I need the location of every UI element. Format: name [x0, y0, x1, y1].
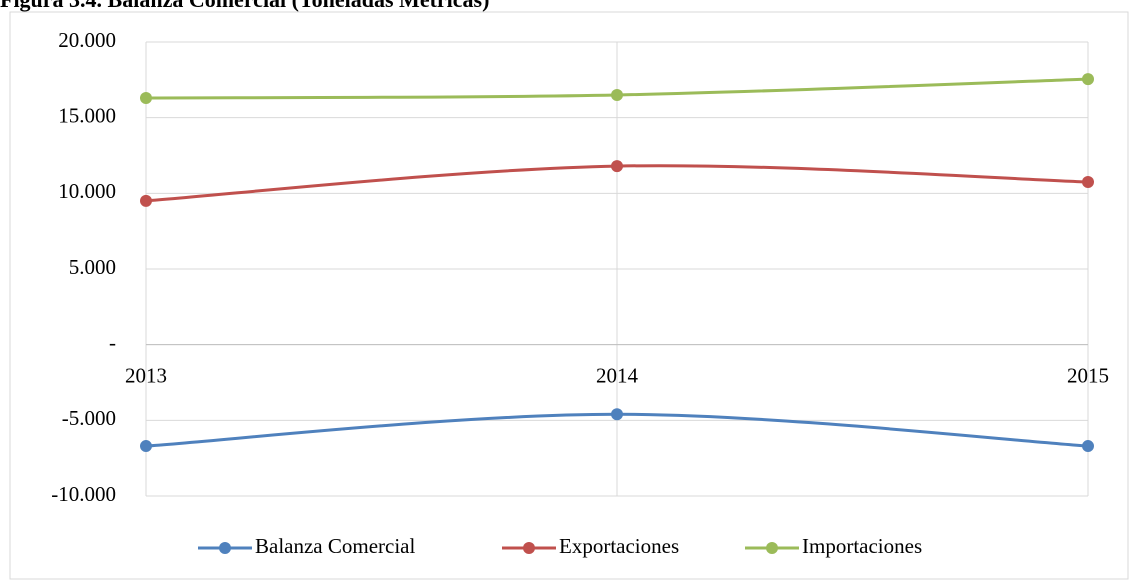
- legend-label: Importaciones: [802, 534, 922, 558]
- y-tick-label: -10.000: [51, 482, 116, 506]
- data-point: [611, 408, 623, 421]
- chart-title: Figura 3.4. Balanza Comercial (Toneladas…: [0, 0, 489, 12]
- data-point: [140, 91, 152, 104]
- data-point: [140, 194, 152, 207]
- legend-marker: [766, 542, 778, 554]
- data-point: [1082, 73, 1094, 86]
- y-tick-label: 20.000: [58, 28, 116, 52]
- legend-marker: [523, 542, 535, 554]
- x-tick-label: 2014: [596, 363, 639, 387]
- data-point: [1082, 440, 1094, 453]
- data-point: [1082, 175, 1094, 188]
- y-tick-label: 15.000: [58, 103, 116, 127]
- y-tick-label: 5.000: [69, 255, 116, 279]
- legend-label: Balanza Comercial: [255, 534, 416, 558]
- y-tick-label: 10.000: [58, 179, 116, 203]
- y-tick-label: -: [109, 330, 116, 354]
- data-point: [611, 88, 623, 101]
- legend-label: Exportaciones: [559, 534, 679, 558]
- data-point: [611, 160, 623, 173]
- legend-marker: [219, 542, 231, 554]
- chart-frame: [9, 11, 1129, 580]
- x-tick-label: 2013: [125, 363, 167, 387]
- y-tick-label: -5.000: [62, 406, 116, 430]
- data-point: [140, 440, 152, 453]
- x-tick-label: 2015: [1067, 363, 1109, 387]
